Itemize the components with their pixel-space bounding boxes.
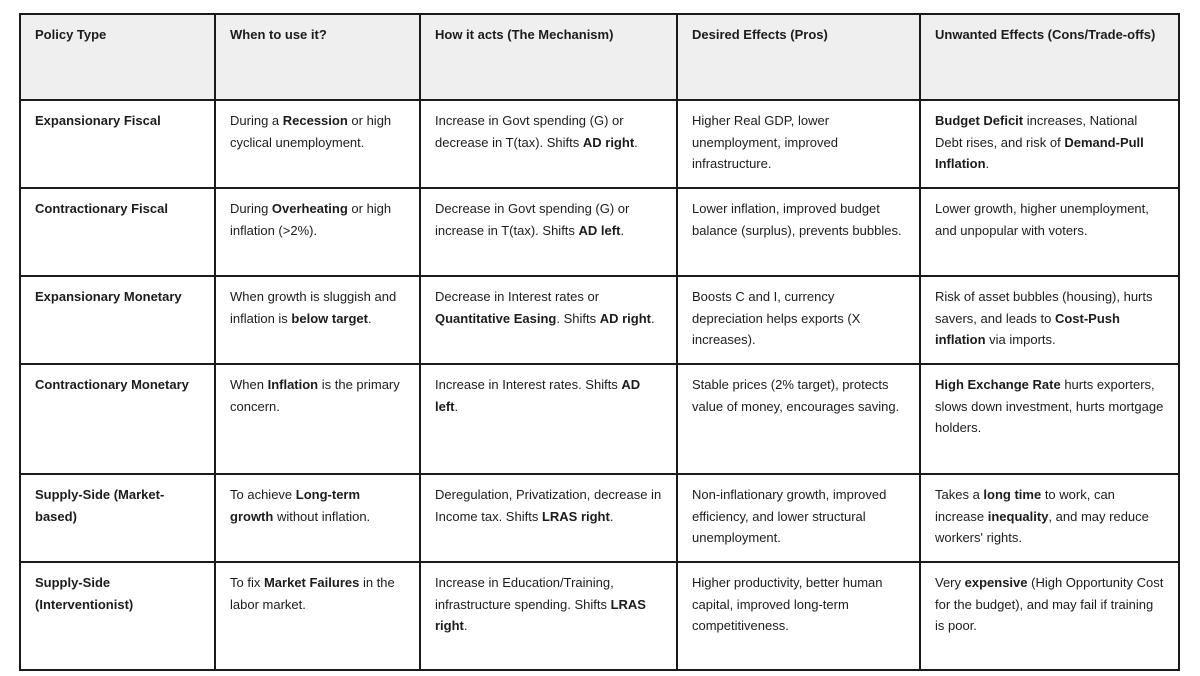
table-header-row: Policy Type When to use it? How it acts … — [19, 13, 1180, 101]
policy-type-cell: Expansionary Monetary — [19, 275, 216, 365]
when-cell: During Overheating or high inflation (>2… — [214, 187, 421, 277]
mechanism-cell: Increase in Govt spending (G) or decreas… — [419, 99, 678, 189]
policy-type-cell: Supply-Side (Market-based) — [19, 473, 216, 563]
policy-type-cell: Contractionary Fiscal — [19, 187, 216, 277]
pros-cell: Higher productivity, better human capita… — [676, 561, 921, 671]
table-row: Expansionary Fiscal During a Recession o… — [19, 99, 1180, 189]
mechanism-cell: Deregulation, Privatization, decrease in… — [419, 473, 678, 563]
header-policy-type: Policy Type — [19, 13, 216, 101]
mechanism-cell: Decrease in Govt spending (G) or increas… — [419, 187, 678, 277]
policy-type-cell: Contractionary Monetary — [19, 363, 216, 475]
when-cell: To fix Market Failures in the labor mark… — [214, 561, 421, 671]
mechanism-cell: Decrease in Interest rates or Quantitati… — [419, 275, 678, 365]
cons-cell: Lower growth, higher unemployment, and u… — [919, 187, 1180, 277]
table-row: Contractionary Monetary When Inflation i… — [19, 363, 1180, 475]
header-mechanism: How it acts (The Mechanism) — [419, 13, 678, 101]
table-row: Expansionary Monetary When growth is slu… — [19, 275, 1180, 365]
policy-table: Policy Type When to use it? How it acts … — [19, 13, 1180, 671]
header-desired-effects: Desired Effects (Pros) — [676, 13, 921, 101]
when-cell: To achieve Long-term growth without infl… — [214, 473, 421, 563]
when-cell: When Inflation is the primary concern. — [214, 363, 421, 475]
pros-cell: Stable prices (2% target), protects valu… — [676, 363, 921, 475]
cons-cell: Risk of asset bubbles (housing), hurts s… — [919, 275, 1180, 365]
header-when-to-use: When to use it? — [214, 13, 421, 101]
policy-type-cell: Expansionary Fiscal — [19, 99, 216, 189]
header-unwanted-effects: Unwanted Effects (Cons/Trade-offs) — [919, 13, 1180, 101]
table-row: Supply-Side (Market-based) To achieve Lo… — [19, 473, 1180, 563]
when-cell: When growth is sluggish and inflation is… — [214, 275, 421, 365]
pros-cell: Boosts C and I, currency depreciation he… — [676, 275, 921, 365]
policy-type-cell: Supply-Side (Interventionist) — [19, 561, 216, 671]
cons-cell: Budget Deficit increases, National Debt … — [919, 99, 1180, 189]
mechanism-cell: Increase in Education/Training, infrastr… — [419, 561, 678, 671]
pros-cell: Higher Real GDP, lower unemployment, imp… — [676, 99, 921, 189]
cons-cell: Very expensive (High Opportunity Cost fo… — [919, 561, 1180, 671]
cons-cell: Takes a long time to work, can increase … — [919, 473, 1180, 563]
table-row: Contractionary Fiscal During Overheating… — [19, 187, 1180, 277]
cons-cell: High Exchange Rate hurts exporters, slow… — [919, 363, 1180, 475]
table-row: Supply-Side (Interventionist) To fix Mar… — [19, 561, 1180, 671]
pros-cell: Lower inflation, improved budget balance… — [676, 187, 921, 277]
mechanism-cell: Increase in Interest rates. Shifts AD le… — [419, 363, 678, 475]
pros-cell: Non-inflationary growth, improved effici… — [676, 473, 921, 563]
when-cell: During a Recession or high cyclical unem… — [214, 99, 421, 189]
